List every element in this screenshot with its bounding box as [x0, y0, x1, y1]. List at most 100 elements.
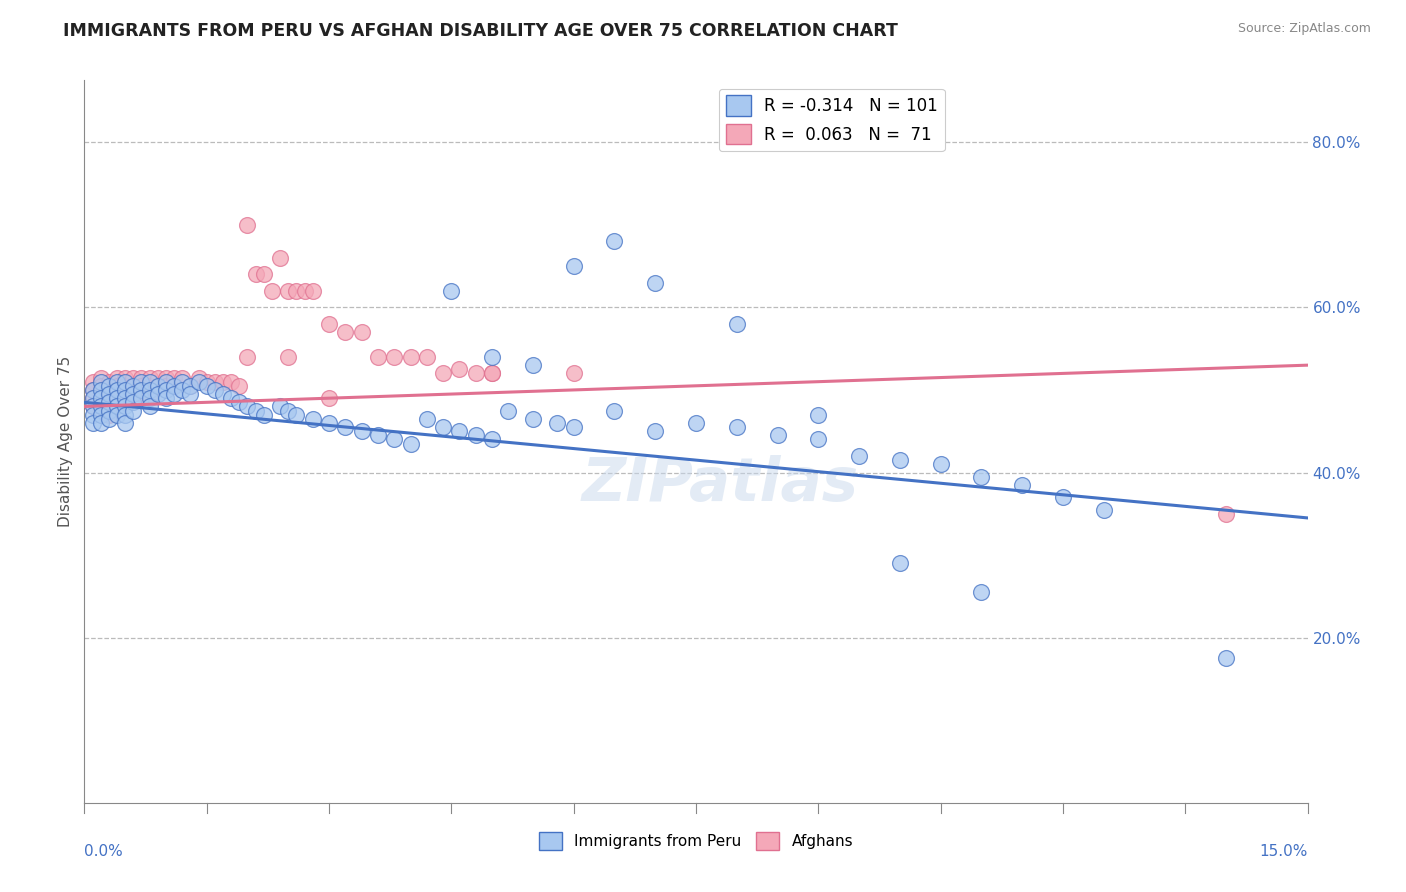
Point	[269, 400, 291, 414]
Point	[970, 469, 993, 483]
Point	[131, 370, 153, 384]
Point	[105, 383, 128, 397]
Point	[481, 367, 503, 381]
Point	[236, 218, 259, 232]
Point	[82, 391, 104, 405]
Point	[122, 379, 145, 393]
Point	[138, 370, 160, 384]
Point	[685, 416, 707, 430]
Point	[212, 387, 235, 401]
Point	[163, 379, 186, 393]
Point	[195, 379, 218, 393]
Point	[481, 350, 503, 364]
Point	[449, 362, 471, 376]
Point	[440, 284, 463, 298]
Point	[114, 383, 136, 397]
Point	[114, 387, 136, 401]
Point	[187, 375, 209, 389]
Point	[236, 400, 259, 414]
Point	[253, 268, 276, 282]
Point	[138, 400, 160, 414]
Point	[82, 416, 104, 430]
Point	[350, 424, 373, 438]
Text: 0.0%: 0.0%	[84, 844, 124, 859]
Point	[187, 370, 209, 384]
Point	[163, 379, 186, 393]
Text: Source: ZipAtlas.com: Source: ZipAtlas.com	[1237, 22, 1371, 36]
Point	[522, 412, 544, 426]
Point	[318, 317, 340, 331]
Point	[90, 387, 112, 401]
Point	[1011, 478, 1033, 492]
Point	[163, 370, 186, 384]
Point	[245, 403, 267, 417]
Point	[131, 387, 153, 401]
Point	[889, 557, 911, 571]
Point	[172, 375, 194, 389]
Point	[114, 400, 136, 414]
Point	[382, 433, 405, 447]
Point	[236, 350, 259, 364]
Point	[253, 408, 276, 422]
Point	[889, 453, 911, 467]
Point	[807, 408, 830, 422]
Point	[725, 420, 748, 434]
Point	[97, 375, 120, 389]
Point	[382, 350, 405, 364]
Point	[138, 375, 160, 389]
Point	[245, 268, 267, 282]
Point	[522, 358, 544, 372]
Point	[464, 428, 486, 442]
Point	[179, 387, 201, 401]
Point	[122, 395, 145, 409]
Point	[172, 383, 194, 397]
Point	[138, 379, 160, 393]
Text: 15.0%: 15.0%	[1260, 844, 1308, 859]
Point	[212, 375, 235, 389]
Point	[562, 420, 585, 434]
Point	[131, 375, 153, 389]
Point	[82, 383, 104, 397]
Point	[90, 416, 112, 430]
Point	[138, 387, 160, 401]
Point	[122, 403, 145, 417]
Point	[399, 436, 422, 450]
Point	[105, 391, 128, 405]
Y-axis label: Disability Age Over 75: Disability Age Over 75	[58, 356, 73, 527]
Legend: Immigrants from Peru, Afghans: Immigrants from Peru, Afghans	[533, 826, 859, 856]
Point	[82, 408, 104, 422]
Point	[179, 379, 201, 393]
Point	[114, 375, 136, 389]
Point	[90, 370, 112, 384]
Point	[335, 325, 357, 339]
Point	[285, 408, 308, 422]
Point	[644, 424, 666, 438]
Point	[105, 387, 128, 401]
Point	[301, 284, 323, 298]
Point	[848, 449, 870, 463]
Point	[97, 408, 120, 422]
Point	[97, 400, 120, 414]
Point	[114, 408, 136, 422]
Point	[432, 420, 454, 434]
Point	[929, 457, 952, 471]
Point	[155, 383, 177, 397]
Point	[122, 387, 145, 401]
Point	[131, 383, 153, 397]
Point	[105, 408, 128, 422]
Point	[228, 379, 250, 393]
Point	[82, 391, 104, 405]
Point	[90, 383, 112, 397]
Point	[725, 317, 748, 331]
Point	[90, 395, 112, 409]
Point	[131, 391, 153, 405]
Point	[277, 403, 299, 417]
Point	[416, 412, 439, 426]
Text: ZIPatlas: ZIPatlas	[582, 456, 859, 515]
Point	[562, 259, 585, 273]
Point	[97, 412, 120, 426]
Point	[172, 370, 194, 384]
Point	[97, 395, 120, 409]
Point	[90, 400, 112, 414]
Point	[350, 325, 373, 339]
